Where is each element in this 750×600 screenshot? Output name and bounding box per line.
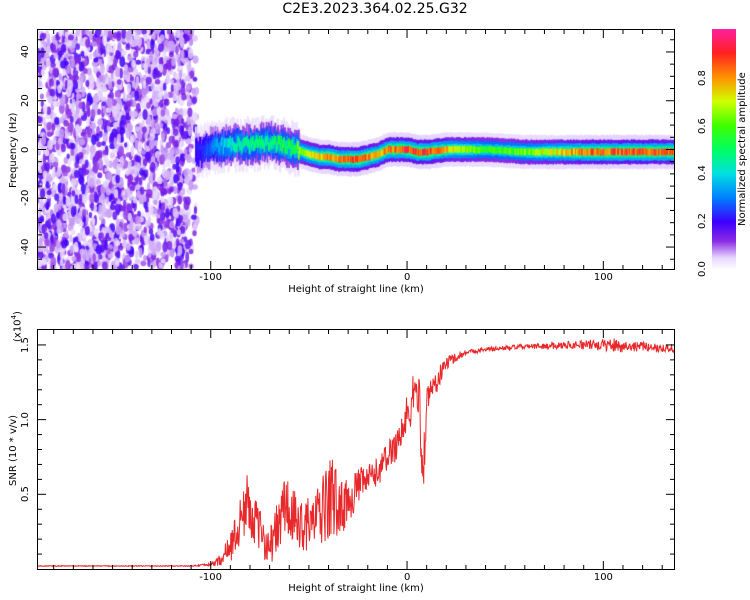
spectrogram-y-tick-label: 20 xyxy=(20,94,31,108)
snr-y-tick-label: 0.5 xyxy=(20,486,31,503)
spectrogram-y-tick-label: 40 xyxy=(20,45,31,59)
spectrogram-x-axis-label: Height of straight line (km) xyxy=(288,284,424,295)
snr-x-tick-label: 100 xyxy=(593,572,613,583)
spectrogram-x-tick-label: 0 xyxy=(404,272,411,283)
snr-x-tick-label: -100 xyxy=(199,572,222,583)
snr-x-axis-label: Height of straight line (km) xyxy=(288,583,424,594)
snr-y-tick-label: 1.0 xyxy=(20,411,31,428)
colorbar-tick-label: 0.0 xyxy=(697,261,708,277)
snr-plot xyxy=(37,329,675,570)
colorbar xyxy=(712,29,736,270)
colorbar-tick-label: 0.2 xyxy=(697,213,708,230)
colorbar-tick-label: 0.4 xyxy=(697,165,708,182)
chart-title: C2E3.2023.364.02.25.G32 xyxy=(282,1,468,17)
spectrogram-x-tick-label: 100 xyxy=(593,272,613,283)
spectrogram-tick-marks xyxy=(38,30,674,269)
spectrogram-y-tick-label: 0 xyxy=(20,146,31,153)
spectrogram-x-tick-label: -100 xyxy=(199,272,222,283)
colorbar-gradient xyxy=(712,29,736,270)
spectrogram-canvas xyxy=(38,30,674,269)
snr-plot-area xyxy=(38,330,674,569)
spectrogram-y-tick-label: -20 xyxy=(20,189,31,207)
snr-series-line xyxy=(38,338,674,568)
snr-y-exponent-label: (x104) xyxy=(10,311,24,342)
spectrogram-y-axis-label: Frequency (Hz) xyxy=(8,112,19,188)
snr-x-tick-label: 0 xyxy=(404,572,411,583)
colorbar-tick-label: 0.8 xyxy=(697,69,708,86)
spectrogram-y-tick-label: -40 xyxy=(20,238,31,256)
colorbar-label: Normalized spectral amplitude xyxy=(737,72,748,226)
snr-y-axis-label: SNR (10 * v/v) xyxy=(8,414,19,486)
colorbar-tick-label: 0.6 xyxy=(697,117,708,134)
spectrogram-plot xyxy=(37,29,675,270)
